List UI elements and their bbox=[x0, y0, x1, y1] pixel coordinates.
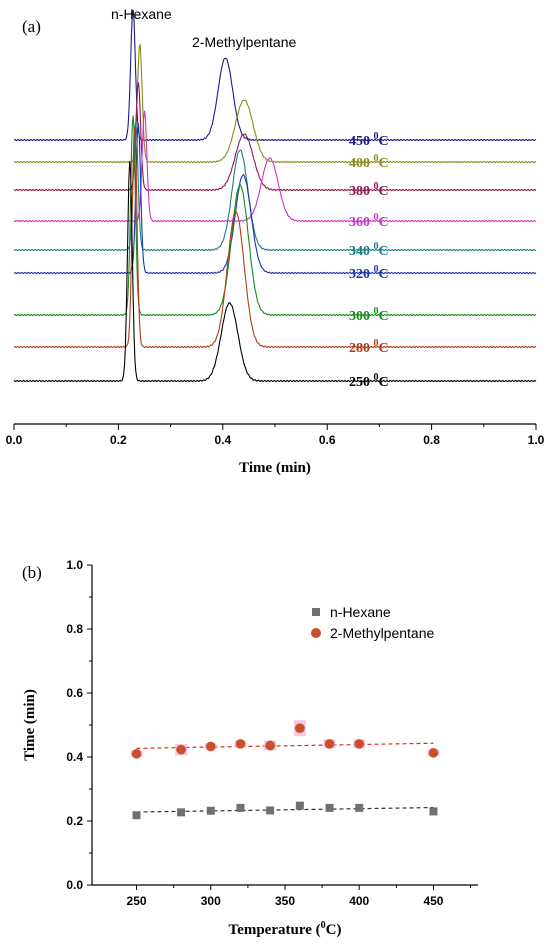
chromatogram-traces bbox=[13, 10, 537, 383]
temperature-labels: 450 0C 400 0C 380 0C 360 0C 340 0C 320 0C 300 … bbox=[349, 131, 389, 390]
point-2-methylpentane bbox=[176, 744, 186, 755]
x-tick-label-a: 0.0 bbox=[6, 433, 23, 447]
y-tick-label-b: 0.6 bbox=[66, 686, 83, 700]
point-2-methylpentane bbox=[131, 749, 142, 759]
trace-280 bbox=[14, 127, 537, 349]
point-n-hexane bbox=[177, 808, 186, 817]
temp-label-280: 280 0C bbox=[349, 338, 389, 356]
panel-label-b: (b) bbox=[22, 563, 42, 582]
temp-label-450: 450 0C bbox=[349, 131, 389, 149]
x-tick-label-b: 350 bbox=[275, 894, 295, 908]
x-axis-title-b: Temperature (0C) bbox=[229, 920, 342, 938]
temp-label-300: 300 0C bbox=[349, 306, 389, 324]
x-tick-label-a: 0.8 bbox=[423, 433, 440, 447]
y-tick-label-b: 0.0 bbox=[66, 878, 83, 892]
x-tick-label-a: 1.0 bbox=[528, 433, 545, 447]
temp-label-320: 320 0C bbox=[349, 264, 389, 282]
axis-ticks-b: 0.0 0.2 0.4 0.6 0.8 1.0 250 300 350 400 450 bbox=[66, 558, 472, 908]
peak-label-2-methylpentane: 2-Methylpentane bbox=[192, 34, 297, 50]
point-2-methylpentane bbox=[324, 739, 335, 749]
x-tick-label-a: 0.6 bbox=[319, 433, 336, 447]
trace-340 bbox=[13, 122, 537, 252]
legend-marker-2-methylpentane bbox=[311, 628, 321, 638]
point-2-methylpentane bbox=[428, 748, 439, 758]
trace-400 bbox=[13, 42, 537, 164]
legend-marker-n-hexane bbox=[312, 608, 320, 616]
x-tick-label-b: 450 bbox=[423, 894, 443, 908]
x-tick-label-a: 0.4 bbox=[214, 433, 231, 447]
y-tick-label-b: 1.0 bbox=[66, 558, 83, 572]
chart-a: (a) 450 0C 400 0C 380 0C 360 0C 340 0C 320 0C… bbox=[6, 6, 545, 476]
point-2-methylpentane bbox=[265, 740, 275, 751]
point-n-hexane bbox=[429, 807, 438, 816]
point-2-methylpentane bbox=[295, 723, 305, 733]
temp-label-340: 340 0C bbox=[349, 241, 389, 259]
point-2-methylpentane bbox=[235, 739, 246, 749]
temp-label-400: 400 0C bbox=[349, 153, 389, 171]
trend-line-n-hexane bbox=[136, 806, 434, 813]
x-ticks-a: 0.0 0.2 0.4 0.6 0.8 1.0 bbox=[6, 424, 545, 447]
trace-300 bbox=[13, 115, 537, 317]
point-n-hexane bbox=[132, 811, 141, 820]
legend-label-n-hexane: n-Hexane bbox=[330, 604, 391, 620]
point-n-hexane bbox=[236, 803, 245, 812]
x-axis-title-a: Time (min) bbox=[239, 460, 311, 476]
x-tick-label-a: 0.2 bbox=[110, 433, 127, 447]
y-tick-label-b: 0.4 bbox=[66, 750, 83, 764]
temp-label-380: 380 0C bbox=[349, 181, 389, 199]
y-axis-title-b: Time (min) bbox=[22, 689, 38, 761]
temp-label-360: 360 0C bbox=[349, 212, 389, 230]
trace-380 bbox=[13, 82, 537, 192]
point-2-methylpentane bbox=[205, 741, 216, 752]
chart-b: (b) 0.0 0.2 0.4 0.6 0.8 1.0 250 300 350 400 450 n-… bbox=[22, 558, 478, 938]
x-tick-label-b: 300 bbox=[201, 894, 221, 908]
point-2-methylpentane bbox=[354, 739, 365, 749]
point-n-hexane bbox=[295, 801, 304, 810]
point-n-hexane bbox=[355, 803, 364, 812]
temp-label-250: 250 0C bbox=[349, 372, 389, 390]
legend-label-2-methylpentane: 2-Methylpentane bbox=[330, 625, 435, 641]
trace-250 bbox=[13, 160, 537, 383]
y-tick-label-b: 0.8 bbox=[66, 622, 83, 636]
peak-label-n-hexane: n-Hexane bbox=[111, 6, 172, 22]
trace-450 bbox=[13, 10, 537, 142]
panel-label-a: (a) bbox=[22, 17, 41, 36]
point-n-hexane bbox=[325, 803, 334, 812]
x-tick-label-b: 250 bbox=[127, 894, 147, 908]
trace-360 bbox=[13, 110, 537, 223]
x-tick-label-b: 400 bbox=[349, 894, 369, 908]
trace-320 bbox=[13, 123, 537, 275]
point-n-hexane bbox=[206, 806, 215, 815]
legend: n-Hexane 2-Methylpentane bbox=[311, 604, 435, 641]
data-points bbox=[130, 720, 440, 820]
y-tick-label-b: 0.2 bbox=[66, 814, 83, 828]
point-n-hexane bbox=[266, 806, 275, 815]
